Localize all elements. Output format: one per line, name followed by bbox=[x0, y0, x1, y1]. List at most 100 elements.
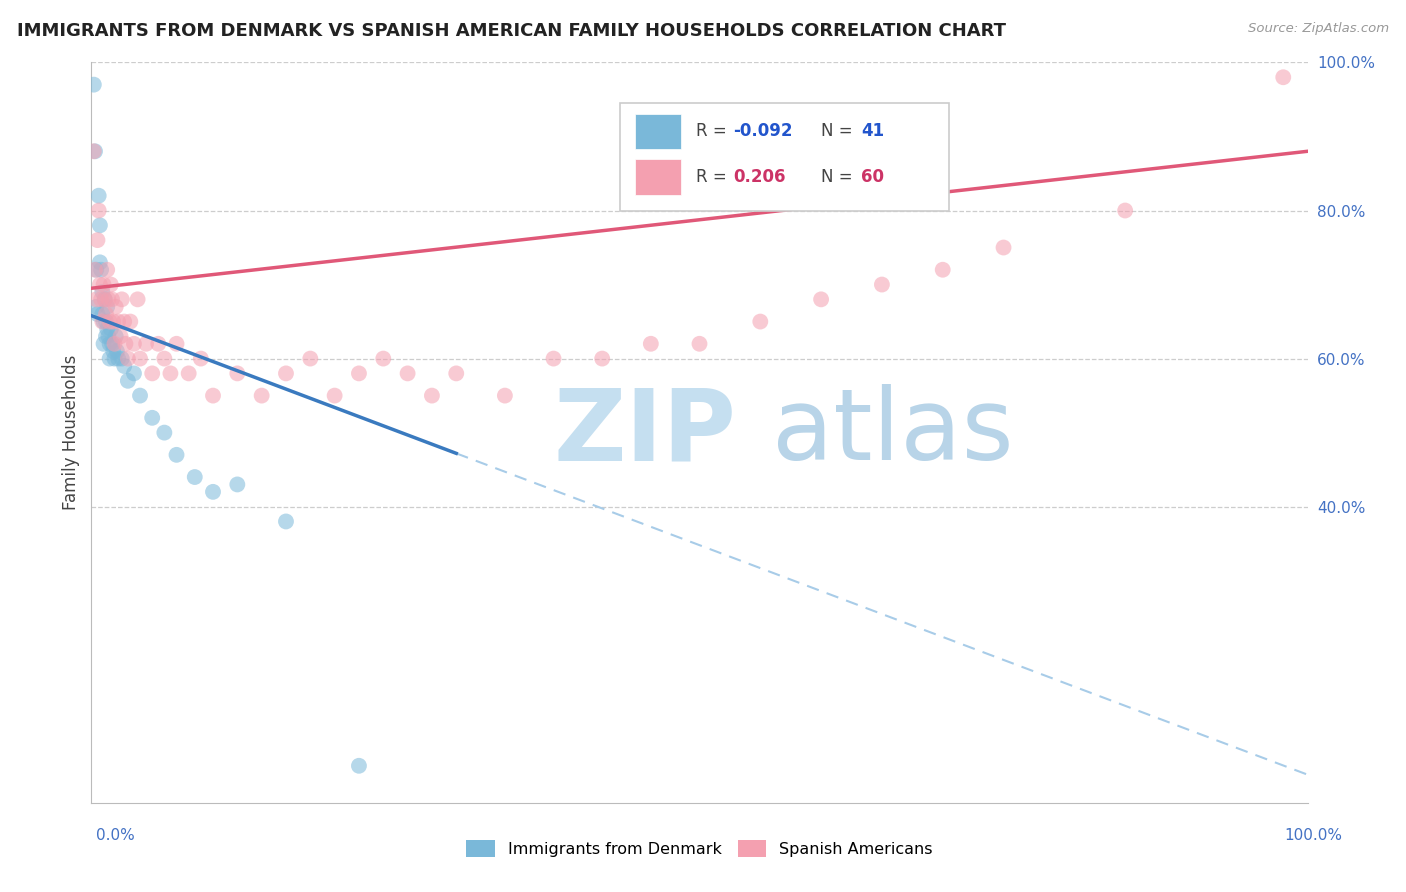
Point bbox=[202, 484, 225, 499]
Point bbox=[396, 367, 419, 381]
Bar bbox=[636, 160, 682, 195]
Point bbox=[226, 477, 249, 491]
Point bbox=[90, 293, 112, 307]
Point bbox=[688, 336, 710, 351]
Point bbox=[111, 293, 134, 307]
Point bbox=[202, 388, 225, 402]
Text: 60: 60 bbox=[862, 169, 884, 186]
Point bbox=[107, 314, 129, 328]
Point bbox=[93, 277, 115, 292]
Point bbox=[226, 367, 249, 381]
Point bbox=[104, 300, 127, 314]
Point bbox=[86, 307, 108, 321]
Text: ZIP: ZIP bbox=[554, 384, 737, 481]
Point bbox=[110, 329, 132, 343]
Point bbox=[93, 336, 115, 351]
Point bbox=[91, 285, 114, 299]
Point bbox=[93, 314, 115, 328]
Point bbox=[100, 277, 122, 292]
Point bbox=[373, 351, 395, 366]
Point bbox=[97, 293, 120, 307]
Text: atlas: atlas bbox=[772, 384, 1014, 481]
Point bbox=[84, 300, 107, 314]
Point bbox=[112, 359, 135, 373]
Point bbox=[94, 329, 117, 343]
Point bbox=[993, 240, 1015, 255]
Point bbox=[94, 293, 117, 307]
Point bbox=[153, 351, 176, 366]
Point bbox=[96, 262, 118, 277]
Point bbox=[153, 425, 176, 440]
Point bbox=[91, 307, 114, 321]
Point bbox=[114, 336, 136, 351]
Point bbox=[97, 329, 120, 343]
Point bbox=[91, 314, 114, 328]
Point bbox=[105, 344, 128, 359]
Point bbox=[87, 188, 110, 202]
Point bbox=[591, 351, 613, 366]
Point bbox=[184, 470, 207, 484]
Point bbox=[98, 351, 121, 366]
Point bbox=[347, 758, 370, 772]
Point bbox=[127, 293, 149, 307]
Point bbox=[107, 351, 129, 366]
Point bbox=[444, 367, 467, 381]
Point bbox=[135, 336, 157, 351]
Y-axis label: Family Households: Family Households bbox=[62, 355, 80, 510]
Point bbox=[148, 336, 170, 351]
Point bbox=[89, 277, 111, 292]
Point bbox=[101, 293, 124, 307]
Text: N =: N = bbox=[821, 169, 858, 186]
Point bbox=[299, 351, 322, 366]
Point bbox=[117, 374, 139, 388]
Point bbox=[90, 262, 112, 277]
Point bbox=[120, 314, 142, 328]
Point bbox=[98, 336, 121, 351]
Point bbox=[103, 336, 125, 351]
Point bbox=[1114, 203, 1136, 218]
Point bbox=[112, 314, 135, 328]
Point bbox=[94, 314, 117, 328]
Point bbox=[931, 262, 953, 277]
Point bbox=[166, 448, 188, 462]
Point bbox=[103, 351, 125, 366]
Text: 0.206: 0.206 bbox=[734, 169, 786, 186]
Point bbox=[89, 255, 111, 269]
Point bbox=[103, 344, 125, 359]
Text: IMMIGRANTS FROM DENMARK VS SPANISH AMERICAN FAMILY HOUSEHOLDS CORRELATION CHART: IMMIGRANTS FROM DENMARK VS SPANISH AMERI… bbox=[17, 22, 1005, 40]
Point bbox=[84, 293, 107, 307]
Point bbox=[104, 329, 127, 343]
Point bbox=[129, 351, 152, 366]
Point bbox=[177, 367, 200, 381]
Point bbox=[96, 322, 118, 336]
Point bbox=[84, 262, 107, 277]
Point bbox=[84, 145, 107, 159]
Point bbox=[810, 293, 832, 307]
Point bbox=[84, 262, 107, 277]
Point bbox=[494, 388, 516, 402]
Point bbox=[323, 388, 346, 402]
Point bbox=[190, 351, 212, 366]
Text: -0.092: -0.092 bbox=[734, 122, 793, 140]
Text: 0.0%: 0.0% bbox=[96, 828, 135, 843]
Text: N =: N = bbox=[821, 122, 858, 140]
Legend: Immigrants from Denmark, Spanish Americans: Immigrants from Denmark, Spanish America… bbox=[458, 831, 941, 865]
Point bbox=[89, 219, 111, 233]
Text: R =: R = bbox=[696, 122, 733, 140]
Point bbox=[117, 351, 139, 366]
Point bbox=[420, 388, 443, 402]
Point bbox=[122, 336, 145, 351]
Point bbox=[122, 367, 145, 381]
Text: 100.0%: 100.0% bbox=[1285, 828, 1343, 843]
Point bbox=[87, 203, 110, 218]
Point bbox=[100, 322, 122, 336]
Point bbox=[83, 78, 105, 92]
Point bbox=[94, 307, 117, 321]
Text: 41: 41 bbox=[862, 122, 884, 140]
Point bbox=[543, 351, 565, 366]
Point bbox=[129, 388, 152, 402]
Point bbox=[141, 367, 163, 381]
FancyBboxPatch shape bbox=[620, 103, 949, 211]
Point bbox=[96, 300, 118, 314]
Point bbox=[250, 388, 273, 402]
